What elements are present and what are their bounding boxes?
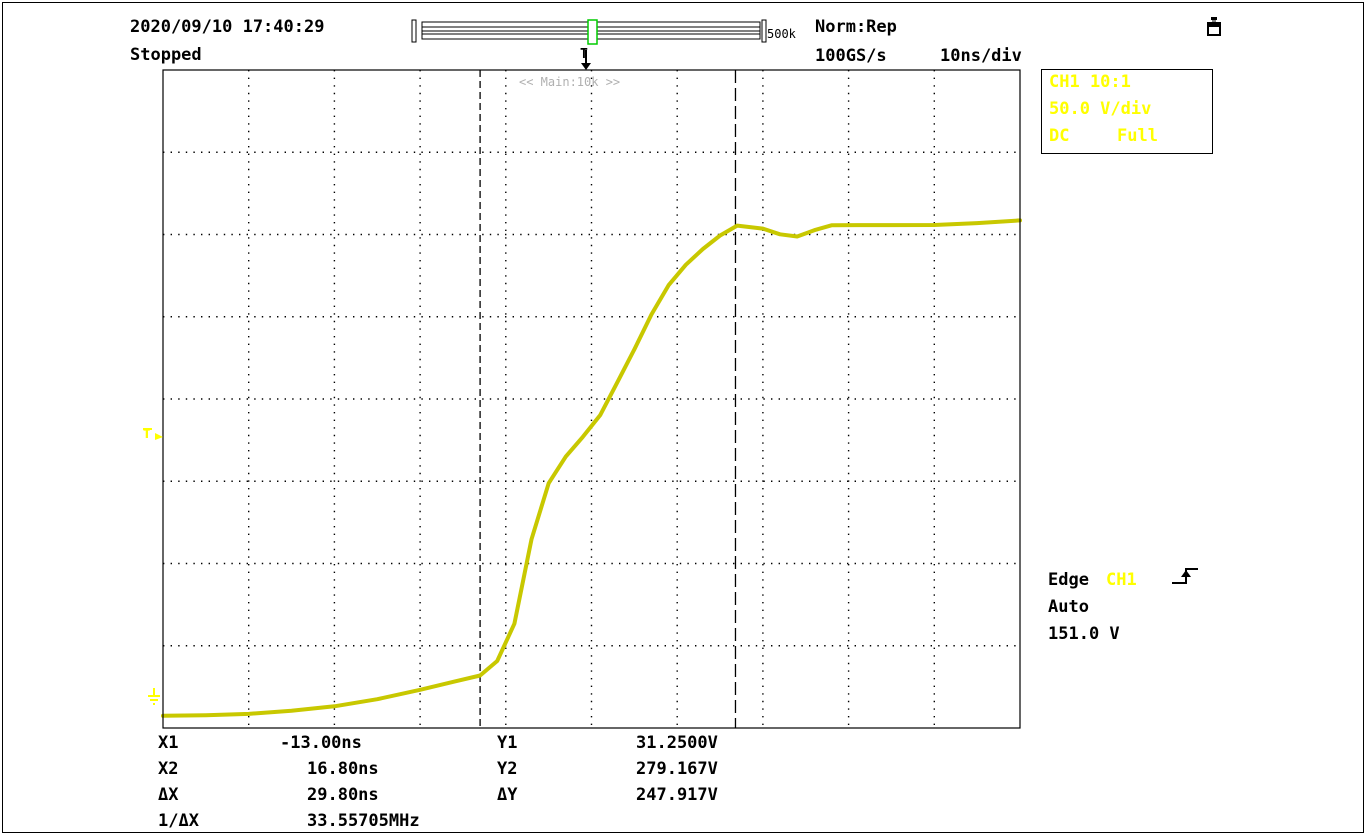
acquisition-status: Stopped bbox=[130, 45, 202, 65]
datetime: 2020/09/10 17:40:29 bbox=[130, 17, 325, 37]
trigger-source[interactable]: CH1 bbox=[1106, 570, 1137, 590]
channel-info-box[interactable]: CH1 10:1 50.0 V/div DC Full bbox=[1041, 69, 1213, 154]
cursor-y2-label: Y2 bbox=[497, 759, 518, 779]
record-length: 500k bbox=[767, 27, 796, 41]
trigger-level-label: T bbox=[143, 427, 151, 441]
cursor-dx-label: ΔX bbox=[158, 785, 179, 805]
trigger-level-marker bbox=[143, 428, 163, 440]
rising-edge-icon bbox=[1172, 568, 1198, 584]
channel-bandwidth: Full bbox=[1117, 126, 1158, 146]
zoom-label: << Main:10k >> bbox=[519, 75, 621, 89]
channel-coupling: DC bbox=[1049, 126, 1070, 146]
trigger-level[interactable]: 151.0 V bbox=[1048, 624, 1120, 644]
trigger-sweep-mode[interactable]: Auto bbox=[1048, 597, 1089, 617]
sample-rate: 100GS/s bbox=[815, 46, 887, 66]
cursor-x1-value: -13.00ns bbox=[280, 733, 362, 753]
trace-layer bbox=[161, 218, 1022, 718]
channel-scale: 50.0 V/div bbox=[1049, 99, 1152, 119]
channel-probe: CH1 10:1 bbox=[1049, 72, 1131, 92]
plot-border bbox=[162, 69, 1021, 729]
timebase[interactable]: 10ns/div bbox=[940, 46, 1022, 66]
cursor-y2-value: 279.167V bbox=[636, 759, 718, 779]
cursor-inv-dx-label: 1/ΔX bbox=[158, 811, 199, 831]
trigger-type[interactable]: Edge bbox=[1048, 570, 1089, 590]
cursor-dy-label: ΔY bbox=[497, 785, 518, 805]
cursor-inv-dx-value: 33.55705MHz bbox=[307, 811, 420, 831]
record-position-bar[interactable] bbox=[411, 19, 767, 45]
cursor-y1-label: Y1 bbox=[497, 733, 518, 753]
cursor-x2-label: X2 bbox=[158, 759, 179, 779]
cursor-x2-value: 16.80ns bbox=[307, 759, 379, 779]
ground-marker-icon bbox=[148, 688, 160, 705]
graticule bbox=[163, 70, 1020, 728]
cursor-dx-value: 29.80ns bbox=[307, 785, 379, 805]
cursor-dy-value: 247.917V bbox=[636, 785, 718, 805]
cursor-lines bbox=[479, 70, 737, 728]
cursor-x1-label: X1 bbox=[158, 733, 179, 753]
trigger-mode[interactable]: Norm:Rep bbox=[815, 17, 897, 37]
printer-icon[interactable] bbox=[1207, 17, 1221, 36]
cursor-y1-value: 31.2500V bbox=[636, 733, 718, 753]
view-window-marker[interactable] bbox=[587, 19, 598, 45]
trigger-position-icon bbox=[581, 50, 591, 70]
trigger-position-marker: T bbox=[580, 47, 588, 62]
ch1-trace bbox=[161, 218, 1022, 718]
